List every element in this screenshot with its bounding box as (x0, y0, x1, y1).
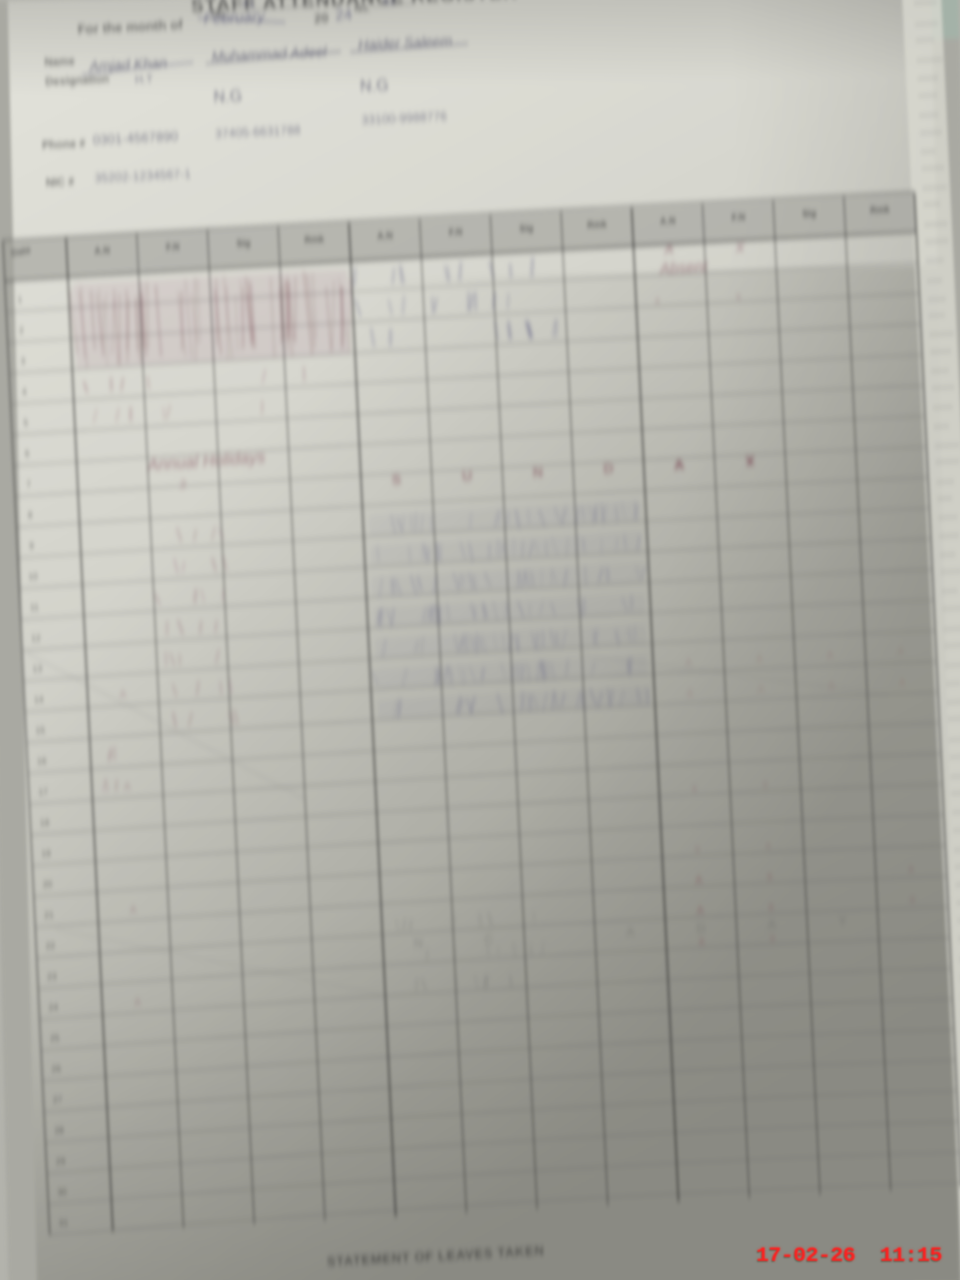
svg-text:x: x (762, 779, 768, 790)
svg-text:Sig: Sig (236, 238, 251, 249)
svg-text:A: A (698, 937, 706, 948)
svg-text:A: A (119, 689, 127, 700)
svg-text:N: N (532, 465, 543, 482)
svg-text:x: x (655, 295, 660, 305)
svg-text:11: 11 (30, 602, 40, 612)
svg-text:A: A (757, 685, 765, 696)
svg-text:x: x (909, 894, 916, 906)
svg-text:x: x (768, 902, 774, 913)
svg-text:A: A (695, 875, 703, 886)
svg-text:A: A (767, 918, 777, 932)
svg-text:6: 6 (25, 448, 30, 458)
svg-text:x: x (736, 291, 741, 301)
svg-text:x: x (695, 844, 701, 855)
svg-text:29: 29 (56, 1156, 66, 1167)
svg-text:No.: No. (354, 3, 371, 15)
svg-text:A: A (663, 241, 674, 257)
svg-text:Sig: Sig (802, 208, 817, 219)
svg-text:C: C (484, 932, 494, 946)
svg-text:Sig: Sig (519, 223, 534, 234)
svg-text:U: U (462, 468, 473, 485)
svg-text:15: 15 (35, 725, 45, 736)
svg-text:A: A (899, 677, 907, 688)
svg-text:5: 5 (23, 417, 28, 427)
svg-text:4: 4 (22, 387, 27, 397)
svg-text:18: 18 (40, 817, 50, 828)
svg-text:D: D (603, 461, 614, 478)
svg-text:D: D (696, 921, 706, 935)
svg-text:x: x (765, 841, 771, 852)
svg-text:27: 27 (53, 1094, 63, 1105)
svg-text:A: A (130, 905, 138, 916)
svg-text:41: 41 (241, 0, 255, 11)
svg-text:A: A (134, 997, 142, 1008)
svg-text:19: 19 (41, 848, 51, 859)
svg-text:A.N: A.N (660, 216, 676, 227)
svg-text:20: 20 (314, 10, 329, 26)
svg-text:16: 16 (37, 756, 47, 767)
svg-text:A: A (897, 647, 905, 658)
svg-text:26: 26 (51, 1064, 61, 1075)
svg-text:Absent: Absent (658, 259, 708, 279)
svg-text:S: S (391, 472, 401, 488)
svg-text:24: 24 (48, 1002, 58, 1013)
svg-text:28: 28 (54, 1125, 64, 1136)
svg-text:x: x (767, 871, 773, 882)
svg-text:3: 3 (20, 356, 25, 366)
svg-text:N.G: N.G (213, 87, 243, 106)
svg-text:H.T: H.T (135, 74, 154, 87)
svg-text:A: A (626, 925, 636, 939)
svg-text:62: 62 (382, 0, 396, 8)
svg-text:24: 24 (335, 6, 353, 24)
svg-text:22: 22 (45, 940, 55, 951)
svg-text:NIC #: NIC # (45, 176, 75, 189)
svg-text:A.N: A.N (94, 245, 110, 256)
svg-text:Rmk: Rmk (587, 219, 608, 230)
svg-text:A: A (686, 688, 694, 699)
svg-text:A: A (756, 654, 764, 665)
svg-text:x: x (908, 863, 915, 875)
svg-text:A: A (826, 650, 834, 661)
svg-text:20: 20 (42, 879, 52, 890)
svg-text:10: 10 (28, 571, 38, 582)
svg-text:x: x (770, 933, 776, 944)
svg-text:F.N: F.N (166, 242, 180, 253)
svg-text:30: 30 (57, 1187, 67, 1198)
svg-text:A: A (828, 681, 836, 692)
svg-text:F.N: F.N (731, 212, 745, 223)
svg-text:31: 31 (58, 1217, 68, 1228)
svg-text:A: A (697, 906, 705, 917)
svg-text:A: A (124, 782, 132, 793)
svg-text:17: 17 (38, 787, 48, 798)
svg-text:25: 25 (50, 1033, 60, 1044)
svg-text:7: 7 (26, 479, 31, 489)
svg-text:Rmk: Rmk (870, 204, 891, 215)
svg-text:A: A (685, 658, 693, 669)
svg-text:8: 8 (27, 510, 32, 520)
svg-text:1: 1 (17, 294, 22, 304)
svg-text:Name: Name (44, 56, 75, 69)
svg-text:21: 21 (44, 910, 54, 921)
svg-text:A.N: A.N (377, 230, 393, 241)
svg-text:x: x (692, 783, 698, 794)
svg-text:13: 13 (32, 663, 42, 674)
svg-text:Y: Y (838, 914, 847, 928)
svg-text:3: 3 (179, 477, 187, 491)
svg-text:X: X (745, 453, 756, 470)
svg-text:9: 9 (29, 541, 34, 551)
svg-text:X: X (734, 240, 746, 256)
svg-text:14: 14 (34, 694, 44, 705)
svg-text:F.N: F.N (449, 227, 463, 238)
svg-text:No.: No. (211, 8, 228, 20)
svg-text:N.G: N.G (359, 76, 389, 95)
svg-text:Rmk: Rmk (304, 234, 325, 245)
svg-text:2: 2 (19, 325, 24, 335)
svg-text:A: A (674, 457, 685, 474)
svg-text:12: 12 (31, 633, 41, 644)
svg-text:23: 23 (47, 971, 57, 982)
svg-text:N: N (414, 936, 423, 950)
svg-text:Phone #: Phone # (42, 138, 87, 152)
